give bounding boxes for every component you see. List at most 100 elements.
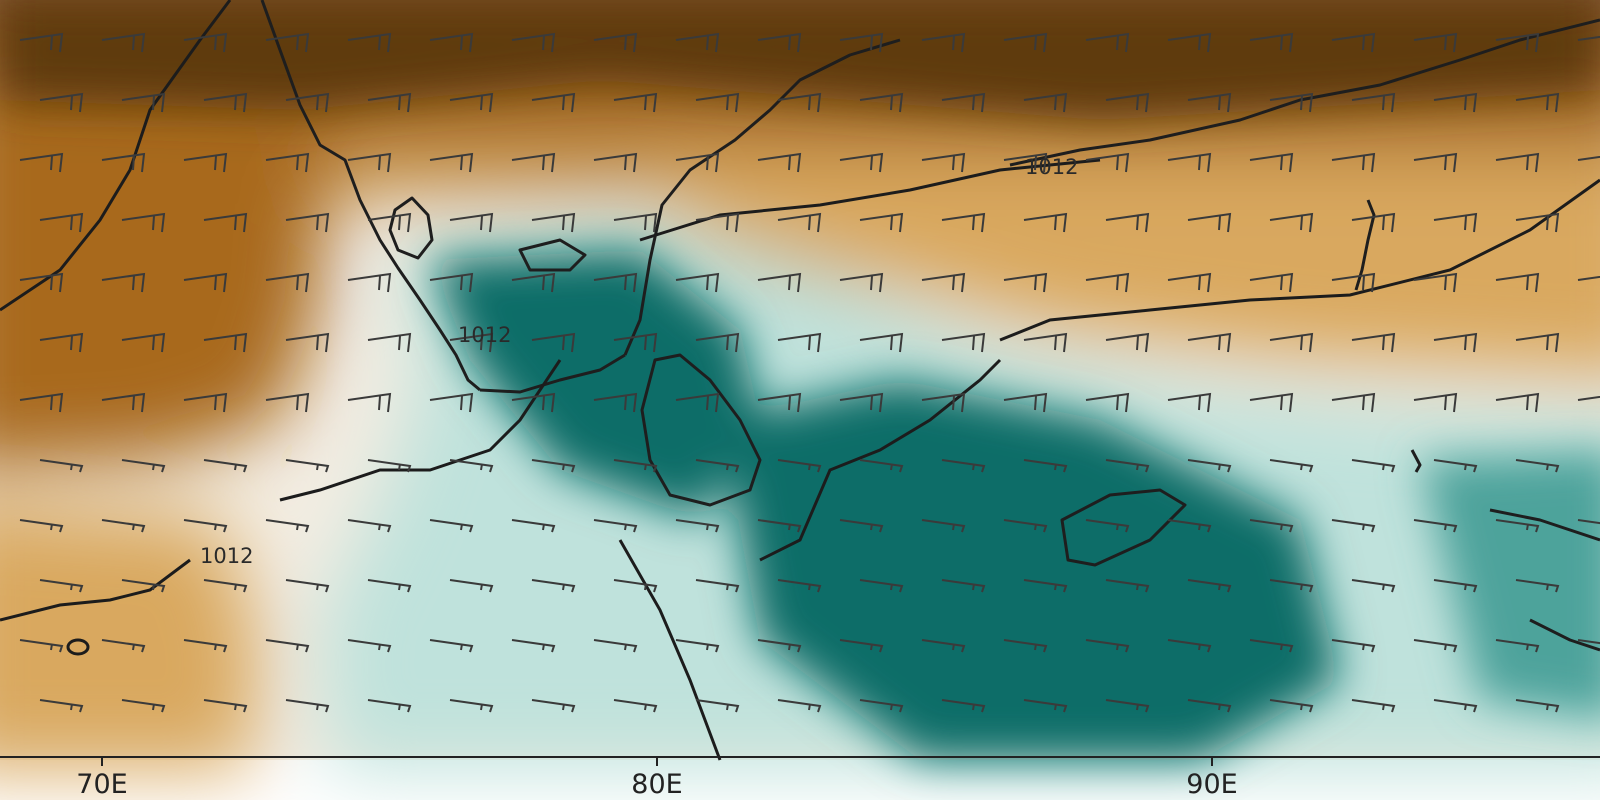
wind-barb <box>695 459 740 473</box>
wind-barb <box>121 212 166 233</box>
wind-barb <box>941 459 986 473</box>
wind-barb <box>511 272 556 293</box>
wind-barb <box>121 459 166 473</box>
wind-barb <box>921 152 966 173</box>
wind-barb <box>1413 272 1458 293</box>
wind-barb <box>859 459 904 473</box>
wind-barb <box>1331 152 1376 173</box>
wind-barb <box>203 212 248 233</box>
x-tick-label-80e: 80E <box>631 769 682 800</box>
wind-barb <box>1351 579 1396 593</box>
wind-barb <box>757 272 802 293</box>
wind-barb <box>1351 332 1396 353</box>
wind-barb <box>921 639 966 653</box>
wind-barb <box>941 92 986 113</box>
wind-barb <box>839 392 884 413</box>
wind-barb <box>183 392 228 413</box>
wind-barb <box>531 92 576 113</box>
wind-barb <box>593 32 638 53</box>
wind-barb <box>1187 212 1232 233</box>
isobar-labels: 1012 1012 1012 <box>200 155 1078 568</box>
wind-barb <box>1023 212 1068 233</box>
wind-barb <box>1187 332 1232 353</box>
isobar-west-mainland <box>0 0 232 312</box>
wind-barb <box>39 332 84 353</box>
isobar-label-south-west: 1012 <box>200 544 253 568</box>
wind-barb <box>511 519 556 533</box>
wind-barb <box>1577 639 1600 645</box>
wind-barb <box>1105 579 1150 593</box>
wind-barb <box>859 332 904 353</box>
wind-barb <box>1249 519 1294 533</box>
wind-barb <box>367 699 412 713</box>
wind-barb <box>1003 32 1048 53</box>
wind-barb <box>859 212 904 233</box>
wind-barb <box>1023 92 1068 113</box>
wind-barb <box>1495 152 1540 173</box>
wind-barb <box>203 92 248 113</box>
wind-barb <box>347 519 392 533</box>
wind-barb <box>777 699 822 713</box>
coastline-west-lakes <box>518 238 587 272</box>
wind-barb <box>203 579 248 593</box>
wind-barb <box>511 152 556 173</box>
wind-barb <box>1413 32 1458 53</box>
wind-barb <box>19 519 64 533</box>
wind-barb <box>1495 519 1540 533</box>
wind-barb <box>777 332 822 353</box>
wind-barb <box>39 459 84 473</box>
wind-barb <box>347 392 392 413</box>
wind-barb <box>1085 639 1130 653</box>
dry-region-south-west <box>0 504 260 770</box>
wind-barb <box>265 639 310 653</box>
wind-barb <box>757 32 802 53</box>
wind-barb <box>1105 212 1150 233</box>
dry-core-north <box>0 0 1600 120</box>
wet-core-east <box>720 380 1340 760</box>
wind-barb <box>1515 332 1560 353</box>
wind-barb <box>121 332 166 353</box>
wind-barb <box>757 392 802 413</box>
wind-barb <box>613 332 658 353</box>
isobar-small-ring <box>66 638 90 656</box>
wind-barb <box>941 699 986 713</box>
wind-barb <box>921 392 966 413</box>
coastline-far-east <box>1489 508 1600 652</box>
wind-barb <box>941 579 986 593</box>
wind-barb <box>1351 459 1396 473</box>
wind-barb <box>1023 579 1068 593</box>
wind-barb <box>449 332 494 353</box>
wind-barb <box>367 459 412 473</box>
wind-barb <box>1187 579 1232 593</box>
wind-barb <box>1085 32 1130 53</box>
wind-barb <box>675 152 720 173</box>
wind-barb <box>1433 579 1478 593</box>
wind-barb <box>1105 332 1150 353</box>
wind-barb <box>1023 459 1068 473</box>
wind-barb <box>675 639 720 653</box>
wind-barb <box>593 639 638 653</box>
wind-barb <box>1351 212 1396 233</box>
wind-barb <box>121 579 166 593</box>
wind-barb <box>367 579 412 593</box>
wind-barb <box>285 332 330 353</box>
wind-barb <box>19 32 64 53</box>
wind-barb <box>839 32 884 53</box>
x-tick-label-90e: 90E <box>1186 769 1237 800</box>
wind-barb <box>675 32 720 53</box>
wind-barb <box>695 92 740 113</box>
wind-barb <box>941 212 986 233</box>
wind-barb <box>1495 272 1540 293</box>
isobar-label-south-india: 1012 <box>458 323 511 347</box>
wind-barb <box>777 459 822 473</box>
wind-barb <box>1085 272 1130 293</box>
wind-barb <box>367 212 412 233</box>
isobar-bay-low <box>759 358 1002 562</box>
wind-barb <box>695 332 740 353</box>
wind-barb <box>1003 639 1048 653</box>
wind-barb <box>1351 92 1396 113</box>
wind-barb <box>859 579 904 593</box>
wind-barb <box>1023 332 1068 353</box>
isobar-southern-arc <box>618 539 722 761</box>
